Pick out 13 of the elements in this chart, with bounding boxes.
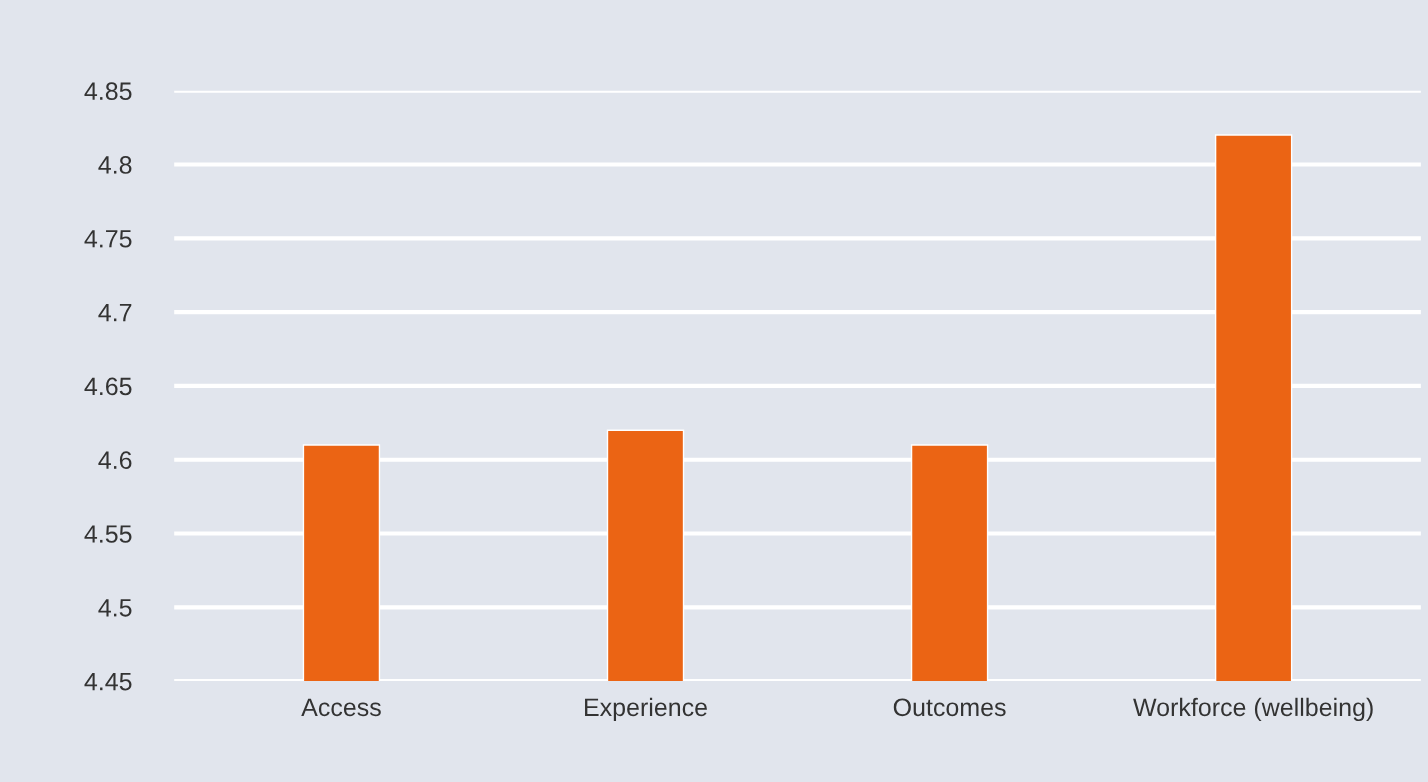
x-tick-label: Workforce (wellbeing)	[1133, 697, 1373, 722]
x-tick-label: Outcomes	[893, 698, 1006, 717]
y-tick-label: 4.7	[98, 303, 132, 322]
y-tick-label: 4.55	[84, 525, 132, 543]
y-tick-label: 4.75	[84, 230, 132, 248]
y-tick-label: 4.5	[98, 599, 132, 617]
y-tick-label: 4.45	[84, 672, 132, 691]
x-tick-label: Experience	[585, 697, 707, 722]
y-tick-label: 4.8	[98, 156, 132, 174]
x-tick-label: Access	[301, 698, 381, 717]
y-tick-label: 4.85	[84, 82, 132, 101]
y-tick-label: 4.6	[98, 451, 132, 470]
y-tick-label: 4.65	[84, 377, 132, 396]
